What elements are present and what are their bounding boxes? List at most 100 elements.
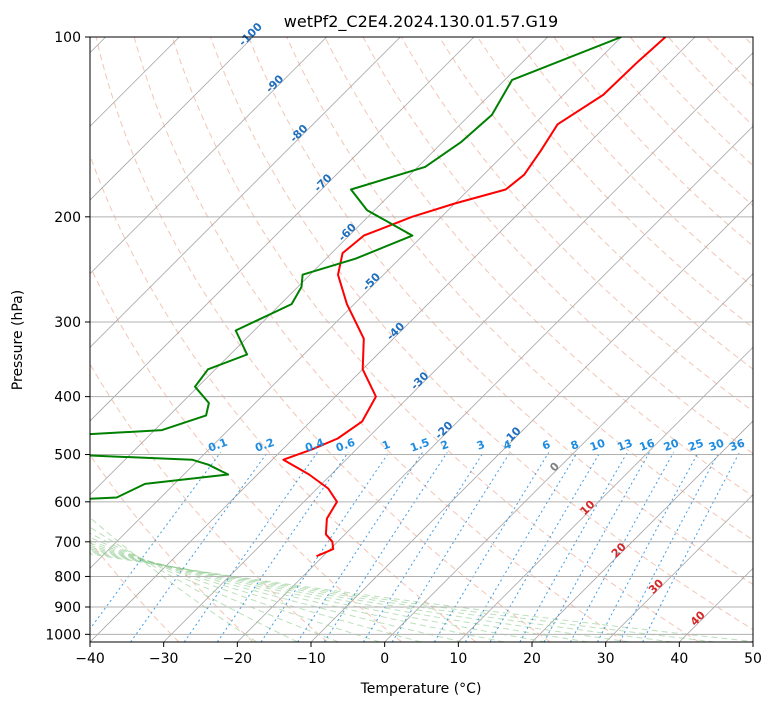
isotherm-line	[237, 125, 753, 642]
isotherm-label: -50	[360, 270, 383, 293]
y-tick-label: 300	[54, 315, 81, 331]
dry-adiabat-line	[744, 37, 753, 47]
mixing-ratio-label: 10	[588, 436, 607, 454]
y-tick-label: 800	[54, 569, 81, 585]
moist-adiabat-line	[90, 544, 505, 642]
x-tick-label: −10	[296, 651, 326, 667]
mixing-ratio-line	[642, 452, 740, 642]
dry-adiabat-line	[90, 153, 477, 642]
y-tick-label: 1000	[45, 627, 81, 643]
isotherm-line	[679, 567, 753, 642]
x-tick-label: −20	[223, 651, 253, 667]
mixing-ratio-label: 8	[569, 438, 581, 453]
dry-adiabat-line	[95, 37, 551, 642]
isotherm-line	[752, 641, 753, 642]
isotherm-label: -80	[287, 122, 310, 145]
y-axis-title: Pressure (hPa)	[10, 290, 26, 390]
mixing-ratio-line	[362, 452, 484, 642]
isotherm-label: 30	[646, 576, 666, 596]
isotherm-label: 40	[688, 608, 708, 628]
y-tick-label: 400	[54, 390, 81, 406]
isoline-labels: -100-90-80-70-60-50-40-30-20 -10010203040…	[206, 20, 746, 629]
x-tick-label: 40	[670, 651, 688, 667]
mixing-ratio-label: 0.4	[303, 436, 326, 455]
y-tick-label: 900	[54, 600, 81, 616]
mixing-ratio-line	[619, 452, 720, 642]
isotherm-line	[90, 37, 254, 201]
mixing-ratio-label: 1	[380, 438, 392, 453]
mixing-ratio-line	[569, 452, 675, 642]
isotherm-line	[90, 37, 696, 642]
moist-adiabat-line	[90, 526, 298, 642]
mixing-ratio-label: 1.5	[408, 436, 431, 455]
mixing-ratio-label: 6	[540, 438, 552, 453]
moist-adiabat-line	[90, 553, 753, 642]
dry-adiabat-line	[706, 37, 753, 87]
background-lines	[90, 37, 753, 642]
dry-adiabat-line	[90, 363, 328, 642]
moist-adiabat-line	[90, 540, 422, 642]
isotherm-label: -30	[408, 369, 431, 392]
dry-adiabat-line	[90, 540, 180, 642]
dry-adiabat-line	[629, 37, 753, 167]
mixing-ratio-label: 36	[728, 436, 747, 454]
dry-adiabat-line	[248, 37, 753, 586]
mixing-ratio-line	[90, 452, 222, 630]
isotherm-line	[605, 494, 753, 642]
mixing-ratio-label: 16	[638, 436, 657, 454]
isotherm-label: 10	[578, 498, 598, 518]
mixing-ratio-line	[391, 452, 511, 642]
dry-adiabat-line	[515, 37, 753, 288]
dry-adiabat-line	[90, 454, 254, 642]
isotherm-line	[531, 420, 753, 642]
mixing-ratio-label: 25	[687, 436, 706, 453]
moist-adiabat-line	[90, 549, 631, 642]
dry-adiabat-line	[90, 265, 403, 642]
mixing-ratio-line	[519, 452, 628, 642]
isotherm-line	[384, 273, 753, 642]
profile-lines	[90, 37, 667, 558]
isotherm-label: 20	[609, 540, 629, 560]
mixing-ratio-line	[183, 452, 318, 642]
mixing-ratio-line	[543, 452, 650, 642]
isotherm-label: -90	[263, 72, 286, 95]
mixing-ratio-label: 0.6	[334, 436, 357, 455]
x-tick-label: 0	[380, 651, 389, 667]
mixing-ratio-label: 3	[475, 438, 487, 453]
chart-title: wetPf2_C2E4.2024.130.01.57.G19	[284, 12, 558, 32]
isotherm-label: -40	[384, 320, 407, 343]
dry-adiabat-line	[362, 37, 753, 455]
mixing-ratio-label: 13	[615, 437, 634, 454]
isotherm-label: -100	[236, 20, 265, 49]
mixing-ratio-label: 20	[662, 436, 681, 454]
mixing-ratio-line	[216, 452, 349, 642]
temperature-profile-line	[282, 37, 667, 558]
mixing-ratio-line	[464, 452, 578, 642]
moist-adiabat-line	[90, 516, 257, 642]
dry-adiabat-line	[438, 37, 753, 370]
plot-frame	[89, 36, 754, 643]
x-tick-label: 50	[744, 651, 762, 667]
dry-adiabat-line	[133, 37, 625, 642]
mixing-ratio-label: 2	[439, 438, 451, 453]
dry-adiabat-line	[171, 37, 700, 642]
dry-adiabat-line	[400, 37, 753, 412]
moist-adiabat-line	[90, 532, 339, 642]
moist-adiabat-line	[90, 548, 588, 642]
isotherm-line	[90, 37, 401, 348]
mixing-ratio-line	[433, 452, 550, 642]
isotherm-line	[90, 37, 548, 496]
isotherm-line	[458, 346, 753, 642]
dry-adiabat-line	[668, 37, 753, 127]
dry-adiabat-line	[210, 37, 753, 631]
dry-adiabat-line	[324, 37, 753, 498]
x-tick-label: 30	[597, 651, 615, 667]
moist-adiabat-line	[90, 536, 380, 642]
isotherm-label: -60	[336, 221, 359, 244]
isotherm-line	[90, 37, 475, 422]
y-tick-label: 700	[54, 535, 81, 551]
moist-adiabat-line	[90, 546, 547, 642]
mixing-ratio-label: 0.2	[253, 436, 276, 455]
